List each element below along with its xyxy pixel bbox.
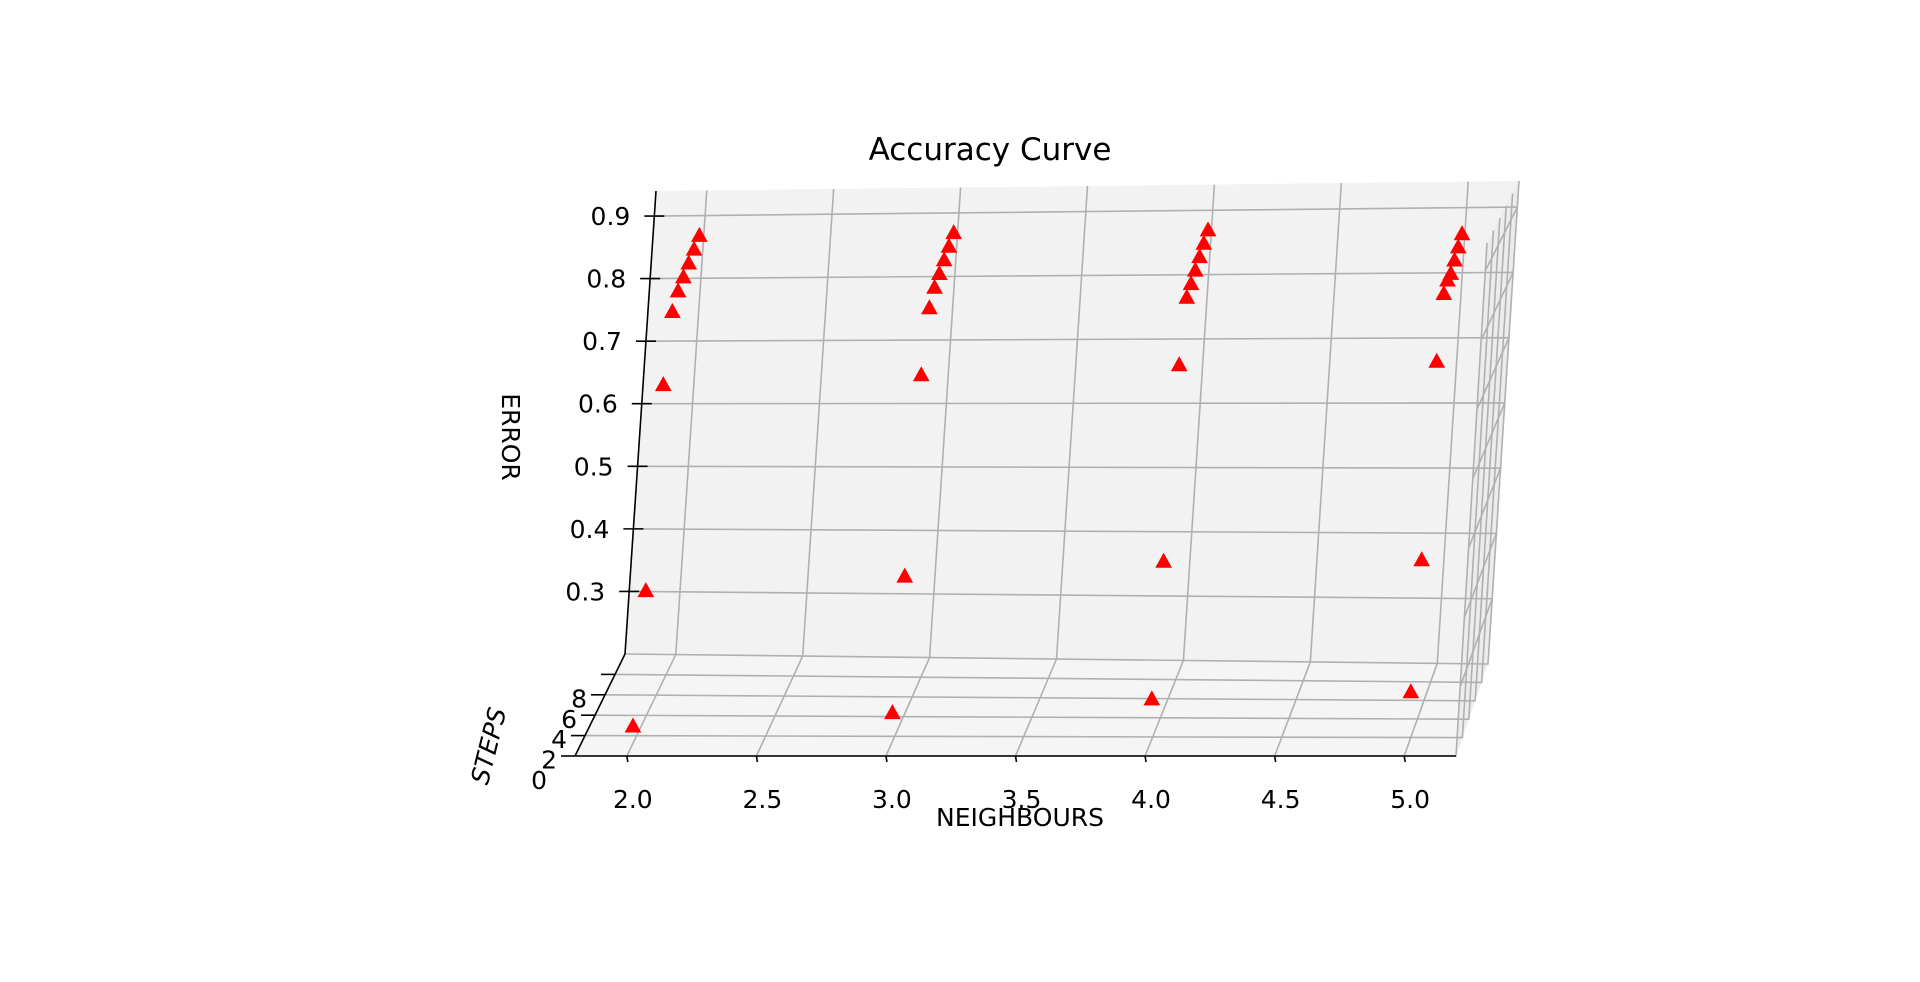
x-tick-label: 4.5: [1261, 785, 1301, 814]
data-point-marker: [691, 226, 708, 242]
z-tick-label: 0.4: [570, 515, 610, 544]
data-point-marker: [1442, 264, 1460, 280]
y-gridline: [584, 230, 1495, 739]
data-point-marker: [1402, 683, 1420, 699]
data-point-marker: [1178, 288, 1196, 304]
x-axis-label: NEIGHBOURS: [936, 803, 1104, 832]
data-point-marker: [654, 376, 672, 392]
x-tick-label: 3.0: [872, 785, 912, 814]
y-axis-line: [574, 653, 626, 757]
gridlines: [575, 180, 1520, 757]
y-tick-label: 6: [561, 705, 577, 734]
data-point-marker: [669, 282, 687, 298]
z-tick-label: 0.5: [574, 452, 614, 481]
x-tick: [1403, 755, 1406, 763]
data-point-marker: [912, 366, 930, 382]
data-point-marker: [1435, 284, 1453, 300]
z-axis-line: [624, 190, 657, 655]
data-point-marker: [884, 704, 901, 720]
data-point-marker: [675, 268, 692, 284]
x-tick: [885, 755, 888, 763]
data-point-marker: [624, 717, 642, 733]
axis-lines: [561, 190, 1456, 763]
data-point-marker: [1182, 275, 1200, 291]
y-axis-label: STEPS: [465, 705, 512, 788]
y-gridline: [604, 205, 1507, 702]
z-tick-label: 0.3: [565, 577, 605, 606]
z-tick-label: 0.9: [591, 202, 631, 231]
data-point-marker: [935, 251, 953, 267]
data-point-marker: [1428, 352, 1446, 368]
x-tick: [1144, 755, 1147, 763]
data-point-marker: [1195, 234, 1213, 250]
x-tick-label: 2.0: [613, 785, 653, 814]
data-point-marker: [1143, 690, 1161, 706]
x-tick: [626, 755, 629, 763]
x-tick-label: 2.5: [742, 785, 782, 814]
y-tick-label: 2: [541, 746, 557, 775]
data-point-marker: [926, 278, 943, 294]
z-tick-label: 0.8: [586, 265, 626, 294]
y-gridline: [614, 193, 1514, 684]
chart-title: Accuracy Curve: [869, 132, 1112, 168]
x-tick: [1273, 755, 1277, 763]
y-gridline: [624, 180, 1520, 665]
y-tick-label: 8: [571, 684, 587, 713]
x-tick: [755, 755, 759, 763]
x-tick-label: 5.0: [1390, 785, 1430, 814]
z-tick-label: 0.7: [582, 327, 622, 356]
data-point-marker: [680, 254, 698, 270]
data-point-marker: [931, 264, 948, 280]
y-tick-label: 0: [531, 766, 547, 795]
x-tick-label: 3.5: [1002, 785, 1042, 814]
data-point-marker: [940, 237, 958, 253]
data-point-marker: [896, 567, 914, 583]
data-point-marker: [1191, 248, 1208, 264]
data-point-marker: [637, 582, 655, 598]
data-point-marker: [921, 299, 938, 315]
z-axis-label: ERROR: [496, 393, 525, 481]
data-point-marker: [1446, 251, 1463, 267]
x-tick-label: 4.0: [1131, 785, 1171, 814]
data-markers: [624, 221, 1471, 733]
data-point-marker: [1449, 238, 1467, 254]
data-point-marker: [1155, 552, 1172, 568]
z-tick-label: 0.6: [578, 390, 618, 419]
y-tick-label: 4: [551, 725, 567, 754]
data-point-marker: [1170, 356, 1188, 372]
data-point-marker: [664, 302, 681, 318]
data-point-marker: [1413, 551, 1431, 567]
data-point-marker: [1199, 221, 1217, 237]
x-tick: [1014, 755, 1018, 763]
data-point-marker: [1186, 261, 1204, 277]
data-point-marker: [945, 224, 963, 240]
floor-pane: [575, 654, 1488, 756]
data-point-marker: [1453, 225, 1471, 241]
data-point-marker: [685, 240, 703, 256]
